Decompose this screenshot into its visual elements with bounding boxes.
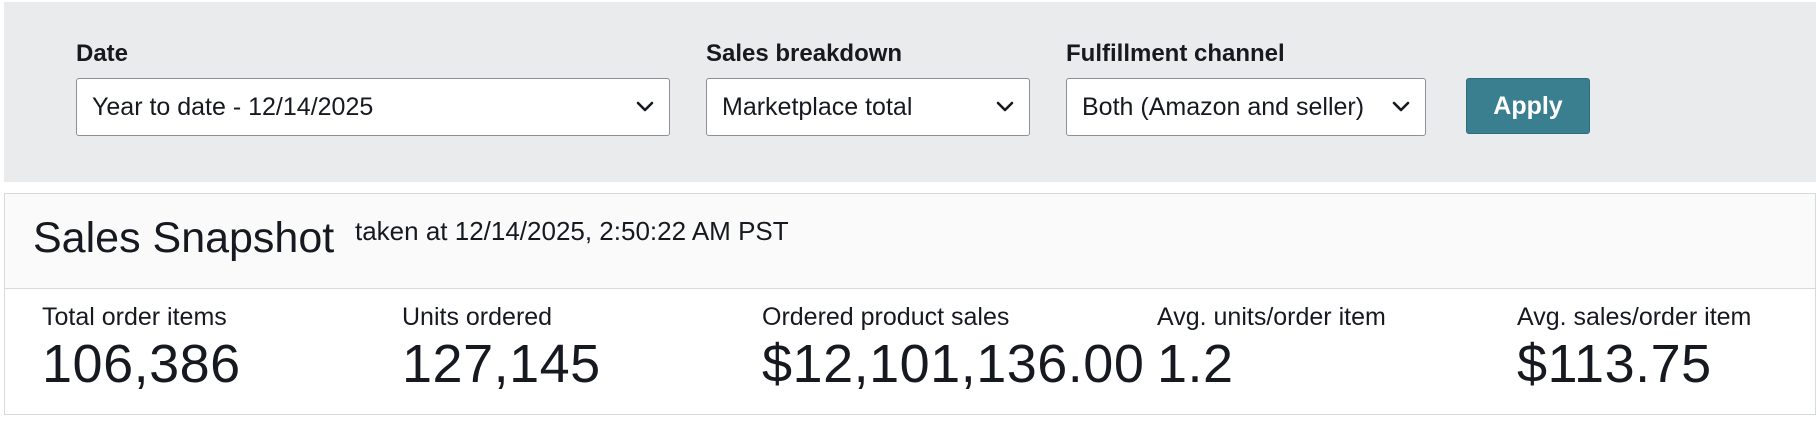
- date-select[interactable]: Year to date - 12/14/2025: [76, 78, 670, 136]
- fulfillment-channel-select-value: Both (Amazon and seller): [1082, 92, 1365, 121]
- metric-value: 127,145: [402, 334, 601, 394]
- metric-value: 106,386: [42, 334, 241, 394]
- metric-total-order-items: Total order items 106,386: [42, 302, 241, 394]
- metric-label: Units ordered: [402, 303, 553, 331]
- sales-breakdown-select[interactable]: Marketplace total: [706, 78, 1030, 136]
- snapshot-timestamp: taken at 12/14/2025, 2:50:22 AM PST: [355, 216, 789, 246]
- fulfillment-channel-select[interactable]: Both (Amazon and seller): [1066, 78, 1426, 136]
- fulfillment-channel-label: Fulfillment channel: [1066, 40, 1285, 67]
- metric-label: Total order items: [42, 303, 227, 331]
- filter-panel: Date Year to date - 12/14/2025 Sales bre…: [4, 2, 1816, 182]
- apply-button[interactable]: Apply: [1466, 78, 1590, 134]
- metric-label: Avg. sales/order item: [1517, 303, 1752, 331]
- metric-value: $113.75: [1517, 334, 1712, 394]
- metric-label: Avg. units/order item: [1157, 303, 1386, 331]
- snapshot-header: Sales Snapshot taken at 12/14/2025, 2:50…: [5, 194, 1815, 289]
- metric-units-ordered: Units ordered 127,145: [402, 302, 601, 394]
- chevron-down-icon: [1391, 97, 1411, 117]
- metric-avg-sales-per-order-item: Avg. sales/order item $113.75: [1517, 302, 1751, 394]
- date-filter-label: Date: [76, 40, 129, 67]
- sales-breakdown-label: Sales breakdown: [706, 40, 903, 67]
- metric-value: $12,101,136.00: [762, 334, 1145, 394]
- fulfillment-channel-filter: Fulfillment channel Both (Amazon and sel…: [1066, 40, 1426, 136]
- page-title: Sales Snapshot: [33, 214, 335, 262]
- chevron-down-icon: [995, 97, 1015, 117]
- sales-breakdown-select-value: Marketplace total: [722, 92, 913, 121]
- metric-ordered-product-sales: Ordered product sales $12,101,136.00: [762, 302, 1144, 394]
- date-filter: Date Year to date - 12/14/2025: [76, 40, 670, 136]
- chevron-down-icon: [635, 97, 655, 117]
- sales-breakdown-filter: Sales breakdown Marketplace total: [706, 40, 1030, 136]
- metric-label: Ordered product sales: [762, 303, 1010, 331]
- sales-snapshot-card: Sales Snapshot taken at 12/14/2025, 2:50…: [4, 193, 1816, 415]
- metric-avg-units-per-order-item: Avg. units/order item 1.2: [1157, 302, 1386, 394]
- metric-value: 1.2: [1157, 334, 1234, 394]
- date-select-value: Year to date - 12/14/2025: [92, 92, 374, 121]
